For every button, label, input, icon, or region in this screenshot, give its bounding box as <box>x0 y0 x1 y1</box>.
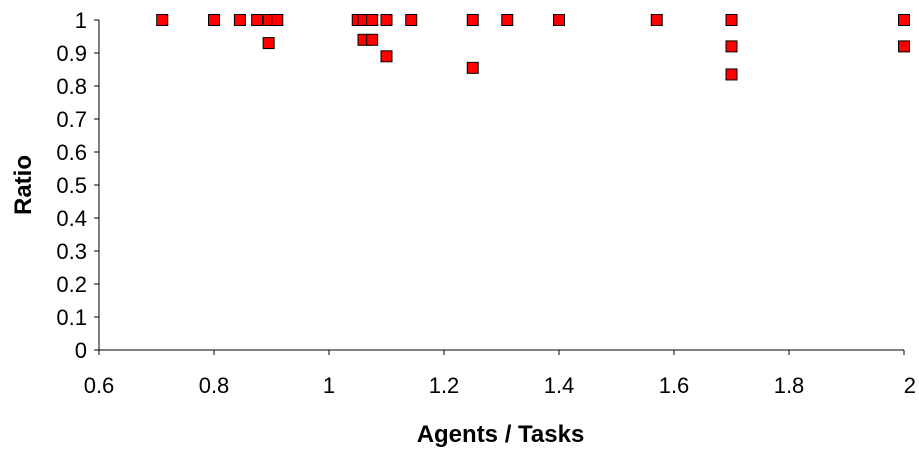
y-tick-label: 0.5 <box>56 173 87 198</box>
data-point <box>898 40 910 53</box>
data-point <box>271 14 284 26</box>
y-axis-title: Ratio <box>10 155 37 215</box>
data-point <box>380 50 393 63</box>
x-tick-label: 1.4 <box>544 373 575 398</box>
x-axis-ticks: 0.6 0.8 1 1.2 1.4 1.6 1.8 2 <box>84 350 916 398</box>
y-tick-label: 1 <box>75 8 87 33</box>
data-point <box>156 14 169 26</box>
y-axis-ticks: 0 0.1 0.2 0.3 0.4 0.5 0.6 0.7 0.8 0.9 1 <box>56 8 99 363</box>
data-point <box>650 14 663 26</box>
x-tick-label: 1.2 <box>429 373 460 398</box>
data-point <box>233 14 246 26</box>
x-tick-label: 1.8 <box>774 373 805 398</box>
data-point <box>251 14 264 26</box>
y-tick-label: 0.8 <box>56 74 87 99</box>
data-point <box>466 61 479 74</box>
y-tick-label: 0 <box>75 338 87 363</box>
y-tick-label: 0.9 <box>56 41 87 66</box>
y-tick-label: 0.4 <box>56 206 87 231</box>
data-point <box>725 40 738 53</box>
y-tick-label: 0.3 <box>56 239 87 264</box>
x-axis-title: Agents / Tasks <box>417 421 585 448</box>
data-point <box>898 14 910 26</box>
data-point <box>262 37 275 50</box>
x-tick-label: 2 <box>904 373 916 398</box>
data-point <box>380 14 393 26</box>
y-tick-label: 0.1 <box>56 305 87 330</box>
x-tick-label: 0.8 <box>199 373 230 398</box>
data-point <box>501 14 514 26</box>
data-point <box>366 14 379 26</box>
axes <box>98 20 904 351</box>
x-tick-label: 0.6 <box>84 373 115 398</box>
x-tick-label: 1.6 <box>659 373 690 398</box>
x-tick-label: 1 <box>323 373 335 398</box>
data-point <box>405 14 418 26</box>
data-point <box>725 68 738 81</box>
data-point <box>366 33 379 46</box>
y-tick-label: 0.2 <box>56 272 87 297</box>
data-point <box>466 14 479 26</box>
y-tick-label: 0.6 <box>56 140 87 165</box>
data-point <box>553 14 565 26</box>
data-points <box>156 14 910 81</box>
data-point <box>208 14 220 26</box>
y-tick-label: 0.7 <box>56 107 87 132</box>
data-point <box>725 14 738 26</box>
